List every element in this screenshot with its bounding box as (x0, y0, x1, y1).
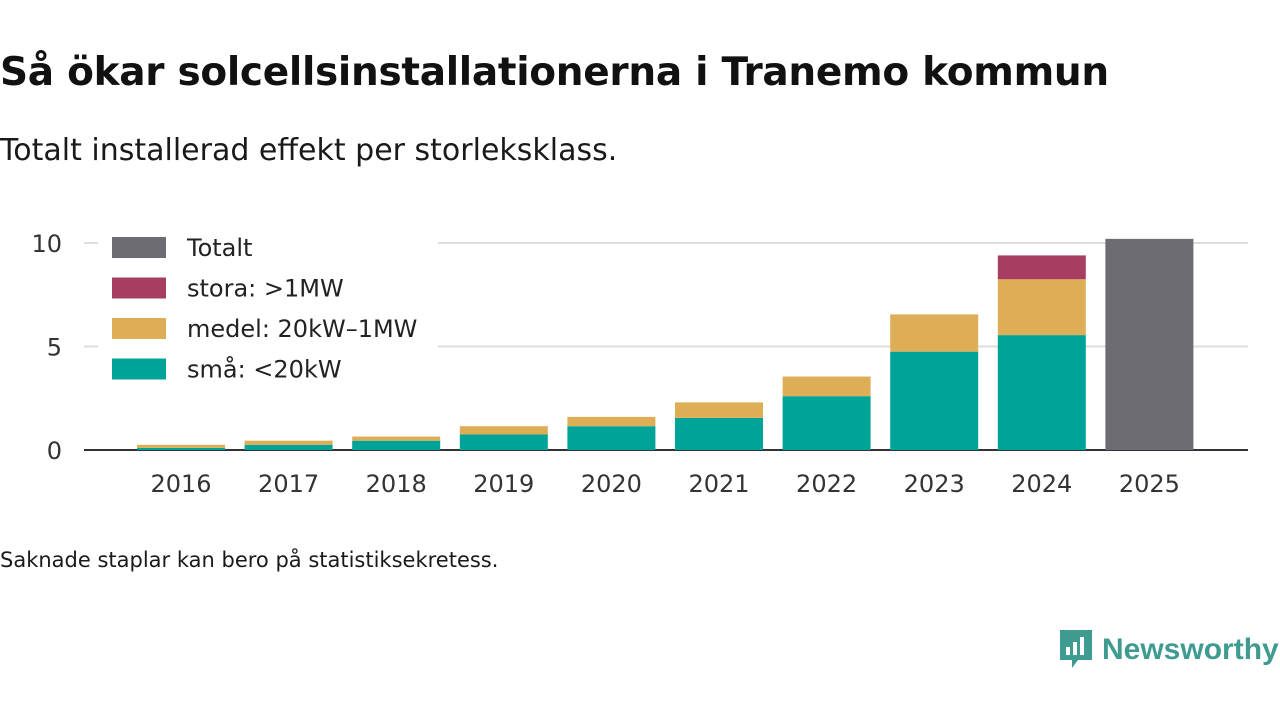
bar-sma-2022 (782, 396, 871, 450)
legend-label-stora: stora: >1MW (187, 275, 344, 303)
legend-label-sma: små: <20kW (187, 355, 342, 384)
legend-swatch-stora (112, 277, 166, 299)
bar-medel-2017 (244, 440, 333, 445)
bar-sma-2021 (675, 417, 763, 450)
chart-subtitle: Totalt installerad effekt per storlekskl… (0, 133, 618, 168)
x-tick-label: 2020 (581, 470, 642, 498)
x-tick-label: 2022 (796, 470, 857, 498)
bar-sma-2020 (567, 426, 656, 450)
legend-swatch-totalt (112, 237, 166, 258)
newsworthy-logo-icon (1060, 630, 1092, 668)
bar-totalt-2025 (1105, 238, 1194, 450)
bars (137, 238, 1194, 450)
x-tick-label: 2023 (904, 470, 965, 498)
footnote: Saknade staplar kan bero på statistiksek… (0, 548, 499, 572)
bar-sma-2016 (137, 447, 225, 450)
bar-sma-2018 (352, 440, 441, 450)
bar-medel-2024 (997, 279, 1086, 336)
y-tick-label: 5 (47, 334, 62, 362)
bar-medel-2016 (137, 444, 225, 448)
x-tick-label: 2024 (1011, 470, 1072, 498)
chart-title: Så ökar solcellsinstallationerna i Trane… (0, 50, 1109, 95)
x-tick-label: 2018 (366, 470, 427, 498)
legend: Totalt stora: >1MW medel: 20kW–1MW små: <20… (98, 224, 438, 392)
bar-medel-2021 (675, 402, 763, 418)
x-tick-label: 2017 (258, 470, 319, 498)
legend-swatch-medel (112, 318, 166, 339)
stacked-bar-chart: 0 5 10 2016 2017 2018 2019 2020 2021 2022 2023 2024… (31, 224, 1248, 498)
bar-medel-2019 (459, 426, 548, 435)
x-tick-label: 2019 (473, 470, 534, 498)
bar-sma-2023 (890, 351, 979, 450)
x-tick-label: 2021 (688, 470, 749, 498)
bar-medel-2018 (352, 436, 441, 441)
legend-label-totalt: Totalt (186, 234, 252, 262)
bar-medel-2023 (890, 314, 979, 352)
bar-medel-2020 (567, 416, 656, 427)
y-tick-label: 0 (47, 437, 62, 465)
x-tick-label: 2025 (1119, 470, 1180, 498)
newsworthy-brand: Newsworthy (1058, 628, 1279, 672)
axes: 0 5 10 2016 2017 2018 2019 2020 2021 2022 2023 2024… (31, 230, 1248, 498)
bar-sma-2017 (244, 444, 333, 450)
bar-sma-2024 (997, 335, 1086, 450)
legend-swatch-sma (112, 358, 166, 380)
y-tick-label: 10 (31, 230, 62, 258)
x-tick-label: 2016 (150, 470, 211, 498)
bar-medel-2022 (782, 376, 871, 397)
bar-sma-2019 (459, 434, 548, 450)
legend-label-medel: medel: 20kW–1MW (187, 315, 417, 343)
bar-stora-2024 (997, 255, 1086, 280)
brand-name: Newsworthy (1102, 633, 1279, 666)
